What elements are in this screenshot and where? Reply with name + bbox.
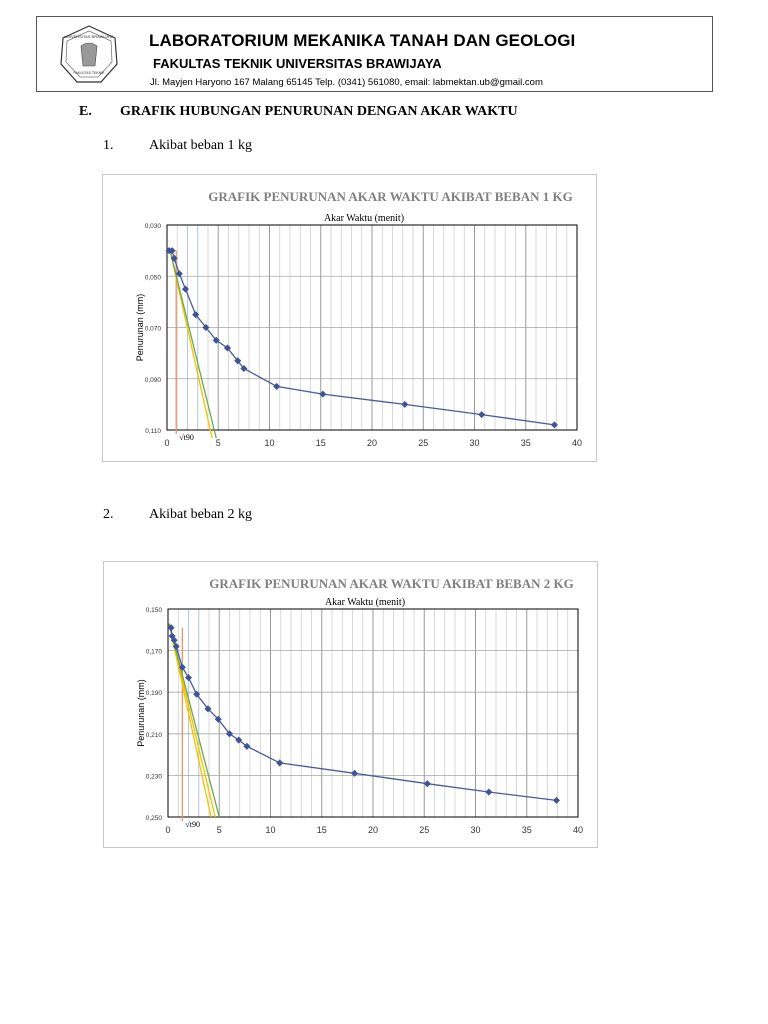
data-point-marker [170, 254, 178, 262]
y-tick-label: 0,250 [146, 815, 163, 822]
item-2-heading: 2. Akibat beban 2 kg [103, 507, 252, 523]
x-tick-label: 10 [264, 438, 274, 448]
data-point-marker [223, 344, 232, 352]
data-point-marker [181, 285, 189, 293]
svg-text:UNIVERSITAS BRAWIJAYA: UNIVERSITAS BRAWIJAYA [64, 34, 114, 39]
x-tick-label: 30 [469, 438, 479, 448]
data-point-marker [423, 780, 431, 788]
y-tick-label: 0,150 [146, 607, 163, 614]
chart-title: GRAFIK PENURUNAN AKAR WAKTU AKIBAT BEBAN… [209, 576, 573, 591]
faculty-subtitle: FAKULTAS TEKNIK UNIVERSITAS BRAWIJAYA [153, 56, 442, 71]
data-point-marker [240, 364, 248, 373]
t90-annotation: √t90 [179, 433, 194, 442]
x-tick-label: 35 [521, 438, 531, 448]
chart-beban-1kg: GRAFIK PENURUNAN AKAR WAKTU AKIBAT BEBAN… [102, 174, 597, 462]
y-tick-label: 0,070 [145, 326, 162, 333]
data-point-marker [212, 336, 220, 344]
x-tick-label: 5 [217, 825, 222, 835]
data-point-marker [225, 730, 234, 738]
y-tick-label: 0,190 [146, 690, 163, 697]
y-tick-label: 0,110 [145, 428, 161, 435]
data-point-marker [184, 674, 193, 682]
data-point-marker [273, 382, 281, 390]
x-tick-label: 35 [522, 825, 532, 835]
data-point-marker [178, 663, 186, 671]
data-point-marker [276, 759, 284, 767]
data-point-marker [202, 323, 210, 332]
letterhead: UNIVERSITAS BRAWIJAYA FAKULTAS TEKNIK LA… [36, 16, 713, 92]
data-point-marker [235, 736, 243, 744]
chart-title: GRAFIK PENURUNAN AKAR WAKTU AKIBAT BEBAN… [208, 189, 572, 204]
settlement-series-line [169, 249, 555, 426]
data-point-marker [168, 247, 176, 255]
lab-title: LABORATORIUM MEKANIKA TANAH DAN GEOLOGI [149, 31, 576, 50]
data-point-marker [234, 357, 242, 365]
x-axis-label: Akar Waktu (menit) [325, 597, 405, 608]
chart-svg: GRAFIK PENURUNAN AKAR WAKTU AKIBAT BEBAN… [135, 189, 582, 448]
y-tick-label: 0,030 [145, 223, 162, 230]
data-point-marker [351, 769, 359, 777]
data-point-marker [319, 390, 327, 398]
x-tick-label: 40 [573, 825, 583, 835]
x-tick-label: 20 [367, 438, 377, 448]
y-tick-label: 0,170 [146, 649, 163, 656]
t90-annotation: √t90 [185, 820, 200, 829]
x-tick-label: 0 [165, 825, 170, 835]
data-point-marker [167, 624, 175, 632]
item-1-heading: 1. Akibat beban 1 kg [103, 138, 252, 154]
data-point-marker [192, 311, 200, 319]
data-point-marker [175, 270, 183, 278]
x-tick-label: 30 [470, 825, 480, 835]
y-tick-label: 0,050 [145, 274, 162, 281]
section-title: GRAFIK HUBUNGAN PENURUNAN DENGAN AKAR WA… [120, 104, 518, 119]
chart-beban-2kg: GRAFIK PENURUNAN AKAR WAKTU AKIBAT BEBAN… [103, 561, 598, 848]
x-tick-label: 15 [317, 825, 327, 835]
x-tick-label: 10 [265, 825, 275, 835]
section-number: E. [79, 104, 92, 119]
section-heading: E. GRAFIK HUBUNGAN PENURUNAN DENGAN AKAR … [79, 104, 518, 120]
settlement-series-line [170, 627, 557, 802]
data-point-marker [552, 796, 561, 804]
data-point-marker [172, 642, 180, 650]
y-tick-label: 0,230 [146, 773, 163, 780]
data-point-marker [485, 788, 493, 796]
item-label: Akibat beban 1 kg [149, 138, 253, 153]
item-label: Akibat beban 2 kg [149, 507, 253, 522]
chart-svg: GRAFIK PENURUNAN AKAR WAKTU AKIBAT BEBAN… [136, 576, 583, 835]
x-tick-label: 20 [368, 825, 378, 835]
x-tick-label: 0 [164, 438, 169, 448]
x-tick-label: 15 [316, 438, 326, 448]
x-tick-label: 25 [418, 438, 428, 448]
university-seal-icon: UNIVERSITAS BRAWIJAYA FAKULTAS TEKNIK [60, 25, 118, 83]
y-tick-label: 0,090 [145, 377, 162, 384]
svg-text:FAKULTAS TEKNIK: FAKULTAS TEKNIK [74, 71, 106, 75]
item-number: 2. [103, 507, 114, 522]
y-axis-label: Penurunan (mm) [136, 679, 146, 747]
y-axis-label: Penurunan (mm) [135, 294, 145, 362]
data-point-marker [550, 421, 558, 429]
x-tick-label: 40 [572, 438, 582, 448]
item-number: 1. [103, 138, 114, 153]
address-line: Jl. Mayjen Haryono 167 Malang 65145 Telp… [150, 77, 543, 88]
data-point-marker [401, 400, 409, 408]
x-tick-label: 5 [216, 438, 221, 448]
data-point-marker [478, 411, 486, 419]
y-tick-label: 0,210 [146, 732, 163, 739]
x-tick-label: 25 [419, 825, 429, 835]
x-axis-label: Akar Waktu (menit) [324, 213, 404, 224]
